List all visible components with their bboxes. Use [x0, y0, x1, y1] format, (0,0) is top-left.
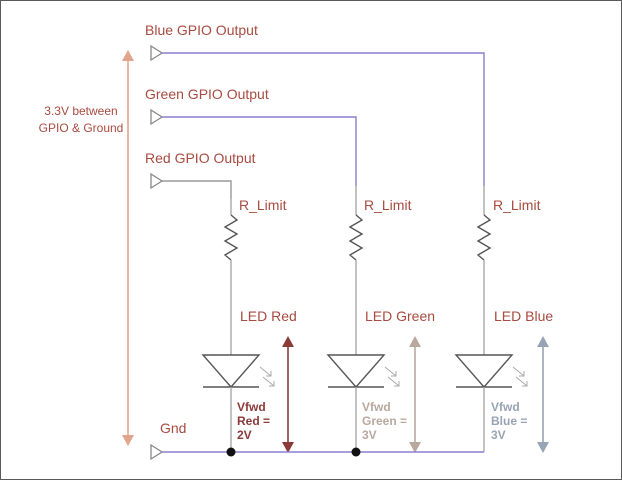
voltage-label-line1: 3.3V between	[44, 104, 118, 118]
red-led-symbol	[201, 354, 261, 389]
red-vfwd-label: Vfwd Red = 2V	[237, 400, 271, 442]
gnd-label: Gnd	[160, 420, 187, 436]
green-resistor	[348, 214, 364, 261]
red-output-terminal	[150, 172, 164, 190]
blue-vfwd-arrow-bottom	[537, 442, 549, 453]
green-vfwd-arrow-bottom	[409, 442, 421, 453]
voltage-arrow-bottom	[122, 435, 134, 446]
red-resistor	[223, 214, 239, 261]
red-wire	[162, 180, 232, 199]
blue-resistor-label: R_Limit	[493, 197, 541, 213]
voltage-arrow-top	[122, 50, 134, 61]
blue-led-symbol	[454, 354, 514, 389]
junction-dot-1	[226, 447, 236, 457]
blue-output-terminal	[150, 44, 164, 62]
red-led-label: LED Red	[240, 308, 297, 324]
blue-vfwd-arrow-top	[537, 336, 549, 347]
green-vfwd-arrow-top	[409, 336, 421, 347]
green-wire	[162, 116, 357, 186]
red-vfwd-arrow-bottom	[282, 442, 294, 453]
blue-branch	[454, 186, 549, 453]
blue-wire	[162, 52, 485, 186]
blue-led-label: LED Blue	[494, 308, 554, 324]
blue-resistor	[476, 214, 492, 261]
green-resistor-label: R_Limit	[364, 197, 412, 213]
red-branch	[201, 199, 294, 453]
gnd-terminal	[150, 443, 164, 461]
red-vfwd-arrow-top	[282, 336, 294, 347]
green-output-label: Green GPIO Output	[145, 86, 269, 102]
green-branch	[326, 186, 421, 453]
blue-output-label: Blue GPIO Output	[145, 22, 258, 38]
green-led-symbol	[326, 354, 386, 389]
green-output-terminal	[150, 108, 164, 126]
green-led-label: LED Green	[365, 308, 436, 324]
blue-vfwd-label: Vfwd Blue = 3V	[491, 400, 528, 442]
junction-dot-2	[351, 447, 361, 457]
voltage-label-line2: GPIO & Ground	[38, 121, 124, 135]
red-output-label: Red GPIO Output	[145, 150, 256, 166]
green-vfwd-label: Vfwd Green = 3V	[362, 400, 408, 442]
red-resistor-label: R_Limit	[239, 197, 287, 213]
